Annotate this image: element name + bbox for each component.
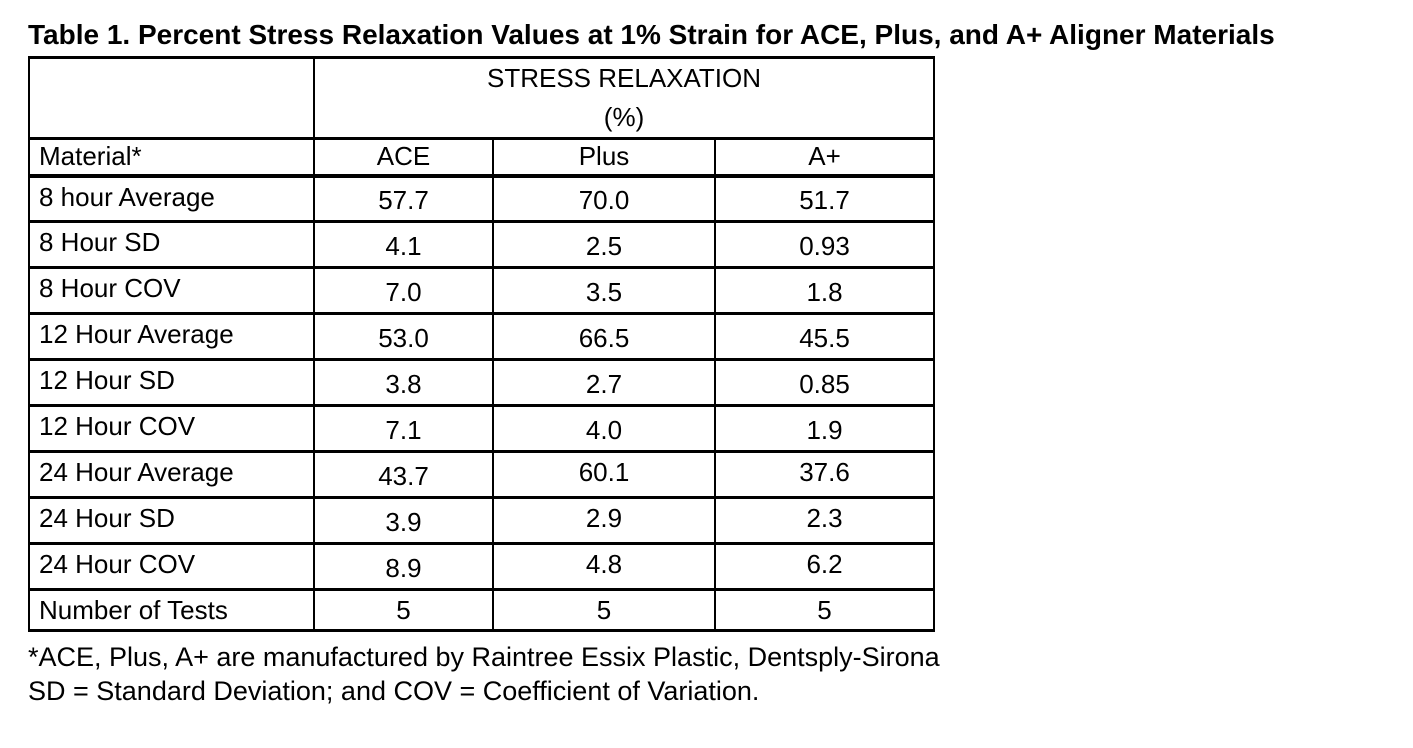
- table-row: 24 Hour Average 43.7 60.1 37.6: [28, 450, 936, 499]
- value-cell: 3.8: [313, 358, 494, 407]
- document-page: Table 1. Percent Stress Relaxation Value…: [28, 19, 1393, 708]
- group-header-title: STRESS RELAXATION: [487, 63, 762, 93]
- row-label: 24 Hour COV: [28, 542, 315, 591]
- footnote-materials: *ACE, Plus, A+ are manufactured by Raint…: [28, 642, 940, 672]
- table-row-group-header: STRESS RELAXATION (%): [28, 56, 936, 140]
- value-cell: 45.5: [713, 312, 936, 361]
- group-header-cell: STRESS RELAXATION (%): [312, 56, 936, 140]
- value-cell: 5: [713, 588, 936, 632]
- table-title: Table 1. Percent Stress Relaxation Value…: [28, 19, 1275, 50]
- value-cell: 7.1: [313, 404, 494, 453]
- value-cell: 43.7: [313, 450, 494, 499]
- column-header-plus: Plus: [492, 137, 716, 178]
- value-cell: 3.9: [313, 496, 494, 545]
- value-cell: 60.1: [492, 450, 716, 499]
- row-label: 12 Hour SD: [28, 358, 315, 407]
- table-row: 8 Hour SD 4.1 2.5 0.93: [28, 220, 936, 269]
- group-header-unit: (%): [603, 102, 645, 132]
- stress-relaxation-table: STRESS RELAXATION (%) Material* ACE Plus…: [28, 56, 936, 632]
- row-label: 12 Hour COV: [28, 404, 315, 453]
- table-row: 12 Hour Average 53.0 66.5 45.5: [28, 312, 936, 361]
- value-cell: 5: [313, 588, 494, 632]
- value-cell: 51.7: [713, 174, 936, 223]
- footnote-abbreviations: SD = Standard Deviation; and COV = Coeff…: [28, 676, 760, 706]
- value-cell: 57.7: [313, 174, 494, 223]
- corner-cell: [28, 56, 315, 140]
- row-label: 8 hour Average: [28, 174, 315, 223]
- row-label: 8 Hour COV: [28, 266, 315, 315]
- value-cell: 66.5: [492, 312, 716, 361]
- row-label: 8 Hour SD: [28, 220, 315, 269]
- value-cell: 4.8: [492, 542, 716, 591]
- value-cell: 4.0: [492, 404, 716, 453]
- table-row: 24 Hour SD 3.9 2.9 2.3: [28, 496, 936, 545]
- table-row: 8 Hour COV 7.0 3.5 1.8: [28, 266, 936, 315]
- value-cell: 37.6: [713, 450, 936, 499]
- table-row: 8 hour Average 57.7 70.0 51.7: [28, 174, 936, 223]
- table-row: 24 Hour COV 8.9 4.8 6.2: [28, 542, 936, 591]
- value-cell: 70.0: [492, 174, 716, 223]
- column-header-material: Material*: [28, 137, 315, 178]
- table-row: 12 Hour SD 3.8 2.7 0.85: [28, 358, 936, 407]
- row-label: 12 Hour Average: [28, 312, 315, 361]
- value-cell: 8.9: [313, 542, 494, 591]
- row-label: 24 Hour Average: [28, 450, 315, 499]
- value-cell: 0.93: [713, 220, 936, 269]
- value-cell: 2.5: [492, 220, 716, 269]
- value-cell: 53.0: [313, 312, 494, 361]
- value-cell: 0.85: [713, 358, 936, 407]
- value-cell: 1.9: [713, 404, 936, 453]
- value-cell: 5: [492, 588, 716, 632]
- value-cell: 2.9: [492, 496, 716, 545]
- column-header-aplus: A+: [713, 137, 936, 178]
- row-label: 24 Hour SD: [28, 496, 315, 545]
- value-cell: 7.0: [313, 266, 494, 315]
- value-cell: 2.3: [713, 496, 936, 545]
- table-row-column-headers: Material* ACE Plus A+: [28, 137, 936, 178]
- value-cell: 6.2: [713, 542, 936, 591]
- column-header-ace: ACE: [313, 137, 494, 178]
- value-cell: 1.8: [713, 266, 936, 315]
- value-cell: 4.1: [313, 220, 494, 269]
- footnotes: *ACE, Plus, A+ are manufactured by Raint…: [28, 640, 1393, 708]
- value-cell: 2.7: [492, 358, 716, 407]
- table-row: Number of Tests 5 5 5: [28, 588, 936, 632]
- table-row: 12 Hour COV 7.1 4.0 1.9: [28, 404, 936, 453]
- row-label: Number of Tests: [28, 588, 315, 632]
- value-cell: 3.5: [492, 266, 716, 315]
